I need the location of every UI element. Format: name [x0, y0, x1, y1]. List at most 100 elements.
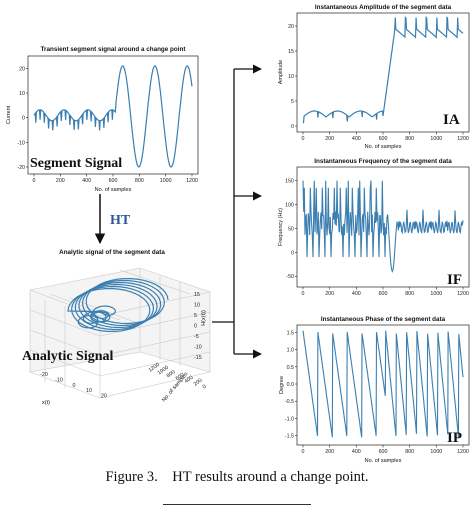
ia-y-tick-label: 0 [291, 124, 294, 130]
ia-line [302, 16, 464, 124]
analytic-x-ticks: -20 -10 0 10 20 [40, 372, 107, 400]
analytic-3d-box [29, 267, 211, 399]
ia-x-tick-label: 1200 [457, 136, 469, 142]
segment-x-tick-label: 0 [33, 178, 36, 184]
ip-x-tick-label: 0 [302, 449, 305, 455]
analytic-z-tick-label: -10 [194, 345, 202, 351]
ip-x-tick-label: 800 [405, 449, 414, 455]
ia-xlabel: No. of samples [365, 144, 402, 150]
analytic-overlay-label: Analytic Signal [22, 349, 114, 364]
segment-signal-panel: Transient segment signal around a change… [6, 46, 199, 193]
ip-x-tick-label: 400 [352, 449, 361, 455]
ip-x-ticks: 0 200 400 600 800 1000 1200 [302, 445, 469, 455]
caption-number: Figure 3. [105, 469, 158, 485]
ia-x-tick-label: 200 [325, 136, 334, 142]
analytic-z-tick-label: 10 [194, 303, 200, 309]
if-x-tick-label: 1000 [430, 291, 442, 297]
segment-signal-line [33, 65, 193, 168]
analytic-y-tick-label: 400 [184, 375, 195, 385]
analytic-y-tick-label: 800 [166, 369, 177, 379]
ip-x-tick-label: 600 [379, 449, 388, 455]
ip-y-tick-label: 1.5 [287, 330, 294, 336]
analytic-signal-spiral [67, 278, 169, 332]
analytic-z-tick-label: 15 [194, 292, 200, 298]
if-x-tick-label: 600 [379, 291, 388, 297]
analytic-z-tick-label: -15 [194, 355, 202, 361]
if-tag: IF [447, 272, 462, 288]
ia-x-tick-label: 400 [352, 136, 361, 142]
if-x-ticks: 0 200 400 600 800 1000 1200 [302, 287, 469, 297]
ia-title: Instantaneous Amplitude of the segment d… [315, 4, 452, 11]
analytic-x-tick-label: -20 [40, 372, 48, 378]
analytic-x-tick-label: 10 [86, 388, 92, 394]
ip-x-tick-label: 200 [325, 449, 334, 455]
segment-title: Transient segment signal around a change… [41, 46, 187, 53]
segment-overlay-label: Segment Signal [30, 156, 122, 171]
ia-x-tick-label: 800 [405, 136, 414, 142]
ia-ylabel: Amplitude [278, 60, 284, 84]
segment-y-ticks: 20 10 0 -10 -20 [17, 66, 28, 171]
segment-x-tick-label: 1200 [186, 178, 198, 184]
segment-y-tick-label: -20 [17, 165, 25, 171]
segment-y-tick-label: -10 [17, 140, 25, 146]
segment-x-tick-label: 800 [135, 178, 144, 184]
if-x-tick-label: 400 [352, 291, 361, 297]
ia-y-tick-label: 15 [288, 49, 294, 55]
ip-tag: IP [447, 430, 462, 446]
ia-panel: Instantaneous Amplitude of the segment d… [278, 4, 470, 150]
if-line [302, 180, 464, 273]
ip-x-tick-label: 1200 [457, 449, 469, 455]
analytic-signal-panel: Analytic signal of the segment data 15 10… [22, 249, 211, 406]
analytic-x-tick-label: 20 [101, 394, 107, 400]
segment-y-tick-label: 20 [19, 66, 25, 72]
ip-y-tick-label: 0.5 [287, 365, 294, 371]
analytic-xlabel: x(t) [42, 400, 50, 406]
segment-x-tick-label: 1000 [160, 178, 172, 184]
if-title: Instantaneous Frequency of the segment d… [314, 158, 452, 165]
if-x-tick-label: 0 [302, 291, 305, 297]
segment-x-ticks: 0 200 400 600 800 1000 1200 [33, 174, 198, 184]
segment-x-tick-label: 400 [82, 178, 91, 184]
ip-y-tick-label: -1.5 [285, 434, 294, 440]
ia-tag: IA [443, 112, 460, 128]
segment-xlabel: No. of samples [95, 187, 132, 193]
if-x-tick-label: 800 [405, 291, 414, 297]
analytic-z-tick-label: 5 [194, 313, 197, 319]
ia-y-ticks: 20 15 10 5 0 [288, 24, 297, 130]
ip-panel: Instantaneous Phase of the segment data … [279, 316, 470, 464]
ip-y-tick-label: -1.0 [285, 416, 294, 422]
if-panel: Instantaneous Frequency of the segment d… [278, 158, 470, 297]
analytic-z-ticks: 15 10 5 0 -5 -10 -15 [194, 292, 202, 361]
ip-title: Instantaneous Phase of the segment data [321, 316, 446, 323]
analytic-z-tick-label: -5 [194, 334, 199, 340]
if-y-tick-label: -50 [286, 274, 294, 280]
if-y-tick-label: 0 [291, 250, 294, 256]
ht-label: HT [110, 213, 131, 228]
segment-ylabel: Current [6, 105, 12, 124]
ip-line [302, 330, 464, 438]
ia-x-tick-label: 1000 [430, 136, 442, 142]
analytic-y-tick-label: 200 [193, 378, 204, 388]
ip-x-tick-label: 1000 [430, 449, 442, 455]
if-x-tick-label: 200 [325, 291, 334, 297]
analytic-y-tick-label: 1200 [148, 362, 161, 374]
ia-x-ticks: 0 200 400 600 800 1000 1200 [302, 132, 469, 142]
ia-y-tick-label: 10 [288, 74, 294, 80]
ip-y-tick-label: 1.0 [287, 348, 294, 354]
analytic-x-tick-label: 0 [73, 383, 76, 389]
analytic-y-tick-label: 600 [175, 372, 186, 382]
ia-x-tick-label: 600 [379, 136, 388, 142]
figure-caption: Figure 3. HT results around a change poi… [0, 469, 474, 486]
segment-x-tick-label: 200 [56, 178, 65, 184]
ip-y-ticks: 1.5 1.0 0.5 0.0 -0.5 -1.0 -1.5 [285, 330, 297, 440]
if-x-tick-label: 1200 [457, 291, 469, 297]
segment-y-tick-label: 10 [19, 91, 25, 97]
analytic-zlabel: H(x(t)) [201, 310, 207, 326]
ip-xlabel: No. of samples [365, 458, 402, 464]
footnote-rule [163, 504, 311, 505]
ia-y-tick-label: 20 [288, 24, 294, 30]
ip-y-tick-label: 0.0 [287, 382, 294, 388]
analytic-y-tick-label: 0 [202, 384, 208, 391]
analytic-x-tick-label: -10 [55, 377, 63, 383]
